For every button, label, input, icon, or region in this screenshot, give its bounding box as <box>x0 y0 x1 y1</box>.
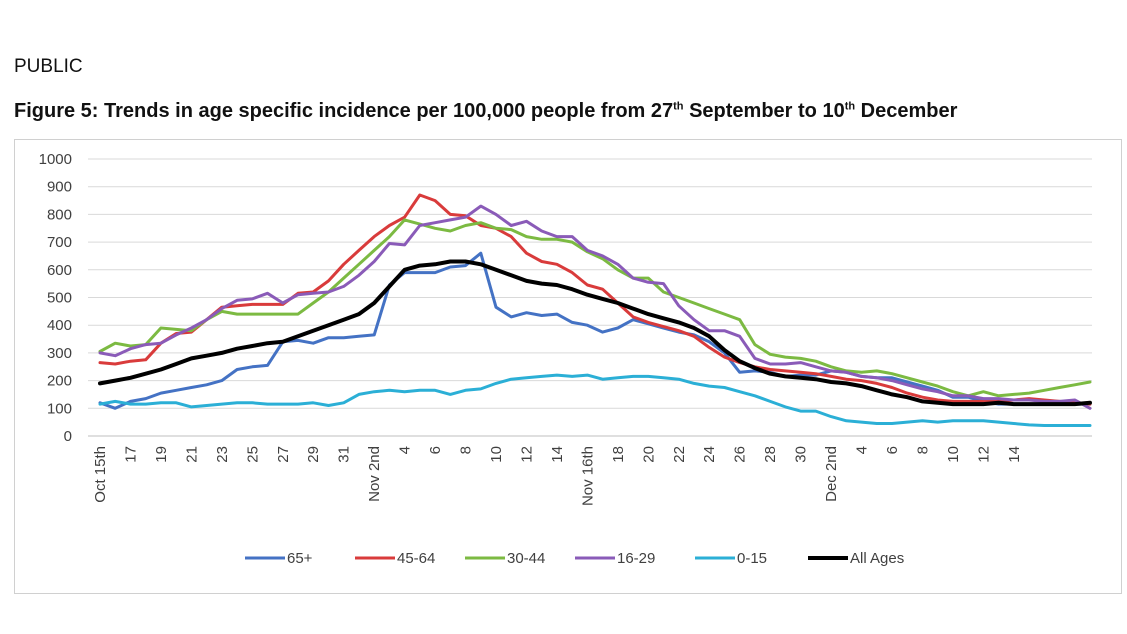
x-tick-label: 22 <box>671 446 688 463</box>
y-tick-label: 700 <box>47 234 72 251</box>
y-tick-label: 100 <box>47 400 72 417</box>
series-line-0-15 <box>98 373 1092 427</box>
legend-label: 45-64 <box>397 550 435 567</box>
legend-label: 65+ <box>287 550 313 567</box>
x-tick-label: 8 <box>914 446 931 454</box>
x-tick-label: 4 <box>397 446 414 454</box>
y-tick-label: 800 <box>47 206 72 223</box>
x-tick-label: 10 <box>945 446 962 463</box>
legend-label: 0-15 <box>737 550 767 567</box>
y-tick-label: 600 <box>47 262 72 279</box>
series-line-all-ages <box>98 259 1092 407</box>
y-tick-label: 200 <box>47 373 72 390</box>
x-tick-label: 8 <box>458 446 475 454</box>
header-label: PUBLIC <box>14 56 83 77</box>
series-line-30-44 <box>98 218 1092 398</box>
x-tick-label: Oct 15th <box>92 446 109 503</box>
x-tick-label: 6 <box>427 446 444 454</box>
y-tick-label: 900 <box>47 179 72 196</box>
x-tick-label: 26 <box>732 446 749 463</box>
x-axis-ticks: Oct 15th 17 19 21 23 25 27 29 31 Nov 2nd 4 6 8 10 12 14… <box>92 446 1023 506</box>
x-tick-label: 20 <box>640 446 657 463</box>
x-tick-label: 31 <box>336 446 353 463</box>
x-tick-label: 27 <box>275 446 292 463</box>
y-tick-label: 500 <box>47 290 72 307</box>
x-tick-label: 12 <box>518 446 535 463</box>
legend-label: 16-29 <box>617 550 655 567</box>
x-tick-label: 17 <box>122 446 139 463</box>
x-tick-label: 12 <box>975 446 992 463</box>
legend-label: All Ages <box>850 550 904 567</box>
series-line-16-29 <box>98 204 1092 410</box>
x-tick-label: 19 <box>153 446 170 463</box>
y-tick-label: 300 <box>47 345 72 362</box>
series-line-45-64 <box>98 193 1092 406</box>
x-tick-label: 18 <box>610 446 627 463</box>
grid-lines <box>88 158 1092 437</box>
y-tick-label: 1000 <box>39 151 72 168</box>
y-tick-label: 400 <box>47 317 72 334</box>
x-tick-label: 10 <box>488 446 505 463</box>
x-tick-label: Dec 2nd <box>823 446 840 502</box>
legend-label: 30-44 <box>507 550 545 567</box>
series-lines <box>98 193 1092 427</box>
figure-title: Figure 5: Trends in age specific inciden… <box>14 100 958 122</box>
x-tick-label: Nov 16th <box>579 446 596 506</box>
x-tick-label: 6 <box>884 446 901 454</box>
x-tick-label: 25 <box>244 446 261 463</box>
x-tick-label: 21 <box>183 446 200 463</box>
x-tick-label: 24 <box>701 446 718 463</box>
x-tick-label: 30 <box>793 446 810 463</box>
series-line-65- <box>98 251 1092 410</box>
x-tick-label: 23 <box>214 446 231 463</box>
y-tick-label: 0 <box>64 428 72 445</box>
x-tick-label: Nov 2nd <box>366 446 383 502</box>
x-tick-label: 4 <box>854 446 871 454</box>
x-tick-label: 14 <box>549 446 566 463</box>
x-tick-label: 14 <box>1006 446 1023 463</box>
x-tick-label: 28 <box>762 446 779 463</box>
x-tick-label: 29 <box>305 446 322 463</box>
y-axis-ticks: 0 100 200 300 400 500 600 700 800 900 1000 <box>39 151 72 445</box>
legend: 65+ 45-64 30-44 16-29 0-15 All Ages <box>245 550 904 567</box>
